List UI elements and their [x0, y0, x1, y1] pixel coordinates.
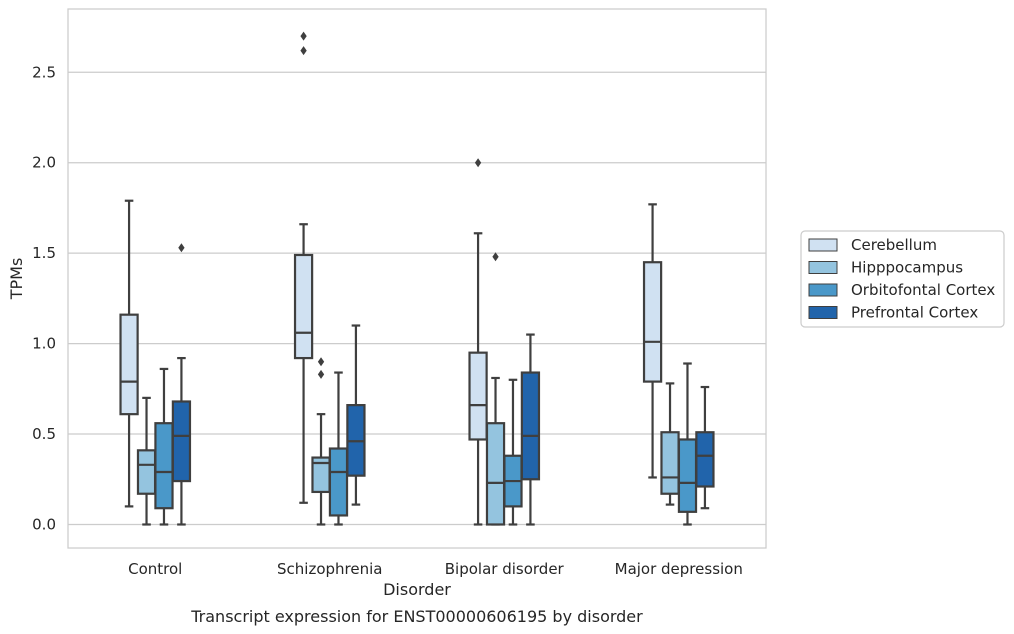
box-0-1: [293, 31, 314, 504]
outlier-point: [474, 158, 482, 168]
legend-swatch: [808, 238, 838, 252]
box-0-2: [468, 158, 488, 526]
x-axis-label: Disorder: [383, 580, 451, 599]
box-3-1: [346, 324, 366, 506]
box-0-0: [119, 199, 139, 508]
box-iqr: [485, 422, 506, 526]
y-tick-label: 1.0: [32, 335, 56, 353]
legend-frame: [800, 230, 1005, 328]
box-0-3: [642, 203, 663, 479]
box-iqr: [328, 447, 349, 517]
box-iqr: [293, 253, 314, 360]
chart-caption: Transcript expression for ENST0000060619…: [190, 607, 643, 626]
outlier-point: [492, 252, 499, 262]
box-iqr: [171, 400, 192, 483]
legend: Cerebellum Hipppocampus Orbitofontal Corte…: [800, 230, 1005, 328]
box-2-2: [503, 378, 523, 526]
y-axis-label: TPMs: [7, 258, 26, 301]
legend-label: Cerebellum: [851, 236, 937, 254]
box-2-3: [677, 362, 698, 526]
boxes: [119, 31, 715, 526]
box-3-3: [695, 385, 715, 510]
box-iqr: [520, 371, 541, 481]
box-3-2: [520, 333, 541, 526]
box-iqr: [119, 313, 139, 416]
box-iqr: [136, 449, 157, 495]
box-iqr: [677, 438, 698, 513]
y-tick-label: 0.5: [32, 425, 56, 443]
y-tick-label: 0.0: [32, 515, 56, 533]
axis-ticks: 0.0 0.5 1.0 1.5 2.0 2.5 Control Schizophrenia Bi…: [32, 63, 743, 578]
plot-area-frame: [67, 8, 767, 549]
x-tick-label: Schizophrenia: [277, 560, 382, 578]
x-tick-label: Major depression: [615, 560, 743, 578]
box-1-1: [311, 357, 331, 526]
box-1-3: [660, 382, 680, 506]
box-iqr: [468, 351, 488, 441]
outlier-point: [317, 369, 325, 379]
box-1-0: [136, 396, 157, 526]
outlier-point: [300, 46, 307, 56]
box-iqr: [642, 261, 663, 383]
y-tick-label: 2.0: [32, 154, 56, 172]
x-tick-label: Control: [128, 560, 182, 578]
legend-label: Hipppocampus: [851, 259, 963, 277]
box-3-0: [171, 243, 192, 526]
legend-swatch: [808, 283, 838, 297]
legend-swatch: [808, 306, 838, 319]
outlier-point: [317, 357, 325, 367]
box-iqr: [660, 431, 680, 495]
legend-label: Orbitofontal Cortex: [851, 281, 995, 299]
outlier-point: [178, 243, 185, 253]
outlier-point: [300, 31, 307, 41]
box-2-1: [328, 371, 349, 526]
box-2-0: [154, 367, 174, 526]
box-iqr: [695, 431, 715, 488]
box-iqr: [154, 422, 174, 510]
x-tick-label: Bipolar disorder: [445, 560, 565, 578]
legend-swatch: [808, 261, 838, 274]
box-1-2: [485, 252, 506, 526]
y-tick-label: 1.5: [32, 244, 56, 262]
y-tick-label: 2.5: [32, 63, 56, 81]
legend-label: Prefrontal Cortex: [851, 304, 978, 322]
